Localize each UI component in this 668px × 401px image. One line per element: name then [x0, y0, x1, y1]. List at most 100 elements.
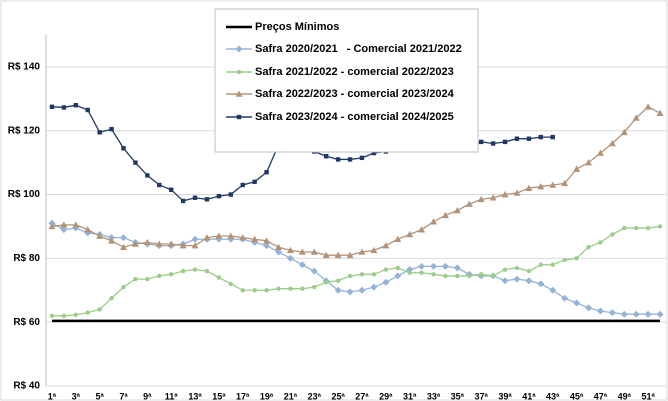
marker: [236, 114, 242, 120]
x-tick-label: 1ª: [48, 391, 57, 401]
x-tick-label: 5ª: [95, 391, 104, 401]
marker: [109, 296, 114, 301]
marker: [73, 103, 79, 108]
marker: [215, 232, 223, 239]
marker: [620, 310, 628, 318]
series-line: [51, 106, 661, 256]
marker: [133, 160, 138, 165]
marker: [574, 256, 579, 261]
marker: [73, 312, 79, 318]
marker: [419, 270, 424, 275]
marker: [108, 237, 116, 244]
marker: [513, 189, 521, 196]
x-tick-label: 3ª: [72, 391, 81, 401]
marker: [656, 109, 664, 116]
marker: [203, 234, 211, 241]
marker: [72, 221, 80, 228]
marker: [275, 248, 282, 256]
marker: [157, 182, 162, 188]
marker: [525, 277, 533, 285]
x-tick-label: 33ª: [427, 391, 441, 401]
marker: [276, 286, 281, 291]
y-tick-label: R$ 80: [13, 253, 40, 264]
marker: [430, 262, 437, 270]
marker: [251, 235, 259, 243]
x-tick-label: 39ª: [498, 391, 512, 401]
x-tick-label: 19ª: [260, 391, 274, 401]
marker: [573, 299, 581, 307]
marker: [490, 273, 496, 279]
marker: [263, 237, 271, 244]
marker: [263, 242, 271, 250]
marker: [561, 294, 569, 302]
marker: [252, 288, 257, 293]
marker: [145, 276, 150, 282]
marker: [61, 313, 67, 318]
y-tick-label: R$ 60: [13, 317, 40, 328]
marker: [610, 232, 615, 237]
marker: [586, 244, 591, 250]
marker: [109, 126, 114, 132]
marker: [179, 242, 187, 249]
marker: [585, 159, 592, 166]
marker: [620, 128, 628, 136]
marker: [418, 226, 426, 233]
marker: [490, 141, 496, 146]
marker: [61, 105, 67, 110]
marker: [48, 222, 56, 230]
y-tick-label: R$ 40: [13, 381, 40, 392]
marker: [49, 313, 55, 318]
marker: [191, 242, 199, 249]
marker: [334, 286, 342, 294]
marker: [513, 275, 521, 283]
x-tick-label: 43ª: [546, 391, 560, 401]
marker: [537, 183, 545, 190]
marker: [598, 240, 603, 245]
marker: [240, 288, 245, 293]
x-tick-label: 31ª: [403, 391, 417, 401]
marker: [322, 251, 330, 258]
marker: [502, 139, 508, 145]
marker: [121, 284, 126, 290]
marker: [85, 310, 90, 315]
marker: [431, 272, 436, 277]
marker: [168, 187, 174, 192]
series-line: [51, 222, 661, 315]
x-tick-label: 45ª: [570, 391, 584, 401]
marker: [240, 182, 245, 188]
marker: [275, 243, 282, 250]
marker: [537, 280, 545, 288]
marker: [323, 280, 329, 285]
marker: [657, 224, 663, 229]
marker: [192, 195, 198, 200]
marker: [252, 179, 257, 184]
marker: [358, 286, 366, 294]
x-tick-label: 11ª: [165, 391, 179, 401]
marker: [310, 267, 318, 275]
marker: [538, 262, 544, 267]
legend-label: Safra 2023/2024 - comercial 2024/2025: [255, 111, 454, 123]
legend-box: [214, 8, 479, 153]
x-tick-label: 49ª: [618, 391, 632, 401]
marker: [288, 286, 293, 291]
marker: [167, 240, 175, 247]
marker: [334, 251, 342, 258]
marker: [632, 114, 640, 121]
marker: [406, 266, 414, 274]
marker: [264, 170, 269, 175]
marker: [645, 225, 651, 231]
x-tick-label: 51ª: [641, 391, 655, 401]
x-tick-label: 9ª: [143, 391, 152, 401]
marker: [561, 179, 569, 187]
marker: [514, 136, 520, 141]
marker: [84, 226, 92, 233]
marker: [143, 238, 151, 246]
marker: [335, 278, 341, 283]
x-tick-label: 7ª: [119, 391, 128, 401]
marker: [120, 234, 127, 242]
marker: [632, 310, 640, 318]
marker: [478, 272, 484, 277]
marker: [358, 248, 366, 255]
